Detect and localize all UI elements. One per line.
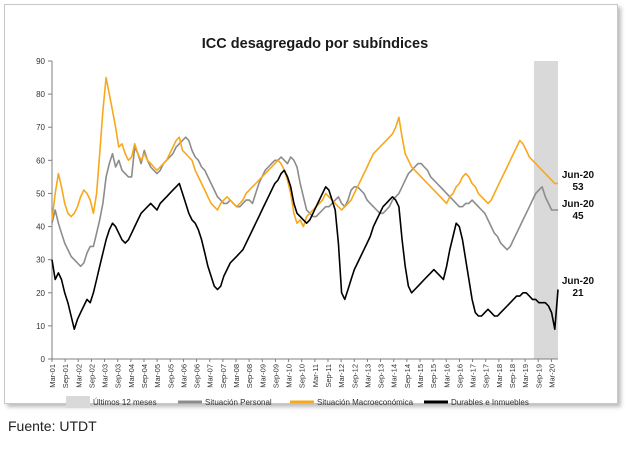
x-tick-label: Sep-06	[193, 364, 202, 388]
x-tick-label: Mar-20	[547, 364, 556, 388]
legend-label-1: Situación Personal	[205, 398, 272, 407]
x-tick-label: Sep-19	[534, 364, 543, 388]
y-tick-label: 20	[36, 289, 45, 298]
end-label-personal: Jun-20 45	[557, 199, 599, 223]
source-note: Fuente: UTDT	[8, 418, 97, 434]
legend-label-2: Situación Macroeconómica	[317, 398, 414, 407]
y-tick-label: 60	[36, 156, 45, 165]
x-tick-label: Sep-07	[219, 364, 228, 388]
x-tick-label: Mar-19	[521, 364, 530, 388]
x-tick-label: Sep-16	[455, 364, 464, 388]
y-tick-label: 0	[41, 355, 46, 364]
y-tick-label: 40	[36, 223, 45, 232]
legend-label-3: Durables e Inmuebles	[451, 398, 529, 407]
x-tick-label: Mar-14	[390, 364, 399, 388]
x-tick-label: Mar-04	[127, 364, 136, 388]
x-tick-label: Sep-11	[324, 364, 333, 388]
end-label-durables-value: 21	[572, 288, 584, 299]
end-label-durables-date: Jun-20	[561, 276, 595, 287]
end-label-durables: Jun-20 21	[557, 276, 599, 300]
series-line-2	[51, 169, 559, 331]
x-tick-label: Sep-12	[350, 364, 359, 388]
end-label-macro-value: 53	[572, 182, 584, 193]
end-label-personal-date: Jun-20	[561, 199, 595, 210]
x-tick-label: Mar-10	[285, 364, 294, 388]
x-tick-label: Mar-15	[416, 364, 425, 388]
x-tick-label: Sep-17	[482, 364, 491, 388]
y-tick-label: 10	[36, 322, 45, 331]
end-label-macro: Jun-20 53	[557, 170, 599, 194]
y-tick-label: 80	[36, 90, 45, 99]
x-tick-label: Sep-01	[61, 364, 70, 388]
x-tick-label: Sep-14	[403, 364, 412, 388]
x-tick-label: Mar-12	[337, 364, 346, 388]
x-tick-label: Mar-05	[153, 364, 162, 388]
x-tick-label: Sep-13	[377, 364, 386, 388]
x-tick-label: Sep-18	[508, 364, 517, 388]
x-tick-label: Mar-08	[232, 364, 241, 388]
x-tick-label: Mar-16	[442, 364, 451, 388]
y-tick-label: 30	[36, 256, 45, 265]
x-tick-label: Mar-13	[363, 364, 372, 388]
series-line-0	[51, 136, 558, 268]
x-tick-label: Mar-06	[179, 364, 188, 388]
x-tick-label: Mar-09	[258, 364, 267, 388]
x-tick-label: Sep-10	[298, 364, 307, 388]
x-tick-label: Sep-03	[114, 364, 123, 388]
chart-title: ICC desagregado por subíndices	[201, 36, 429, 52]
legend-label-0: Últimos 12 meses	[93, 398, 157, 407]
x-tick-label: Mar-03	[101, 364, 110, 388]
x-tick-label: Sep-02	[87, 364, 96, 388]
x-tick-label: Sep-08	[245, 364, 254, 388]
x-tick-label: Mar-17	[469, 364, 478, 388]
x-tick-label: Sep-15	[429, 364, 438, 388]
end-label-personal-value: 45	[572, 211, 584, 222]
x-tick-label: Mar-02	[74, 364, 83, 388]
y-tick-label: 50	[36, 189, 45, 198]
x-tick-label: Mar-07	[206, 364, 215, 388]
end-label-macro-date: Jun-20	[561, 170, 595, 181]
x-tick-label: Mar-18	[495, 364, 504, 388]
x-tick-label: Mar-11	[311, 364, 320, 387]
x-tick-label: Mar-01	[48, 364, 57, 388]
x-tick-label: Sep-09	[271, 364, 280, 388]
y-tick-label: 70	[36, 123, 45, 132]
x-tick-label: Sep-05	[166, 364, 175, 388]
chart-frame	[4, 4, 618, 404]
x-tick-label: Sep-04	[140, 364, 149, 388]
y-tick-label: 90	[36, 57, 45, 66]
